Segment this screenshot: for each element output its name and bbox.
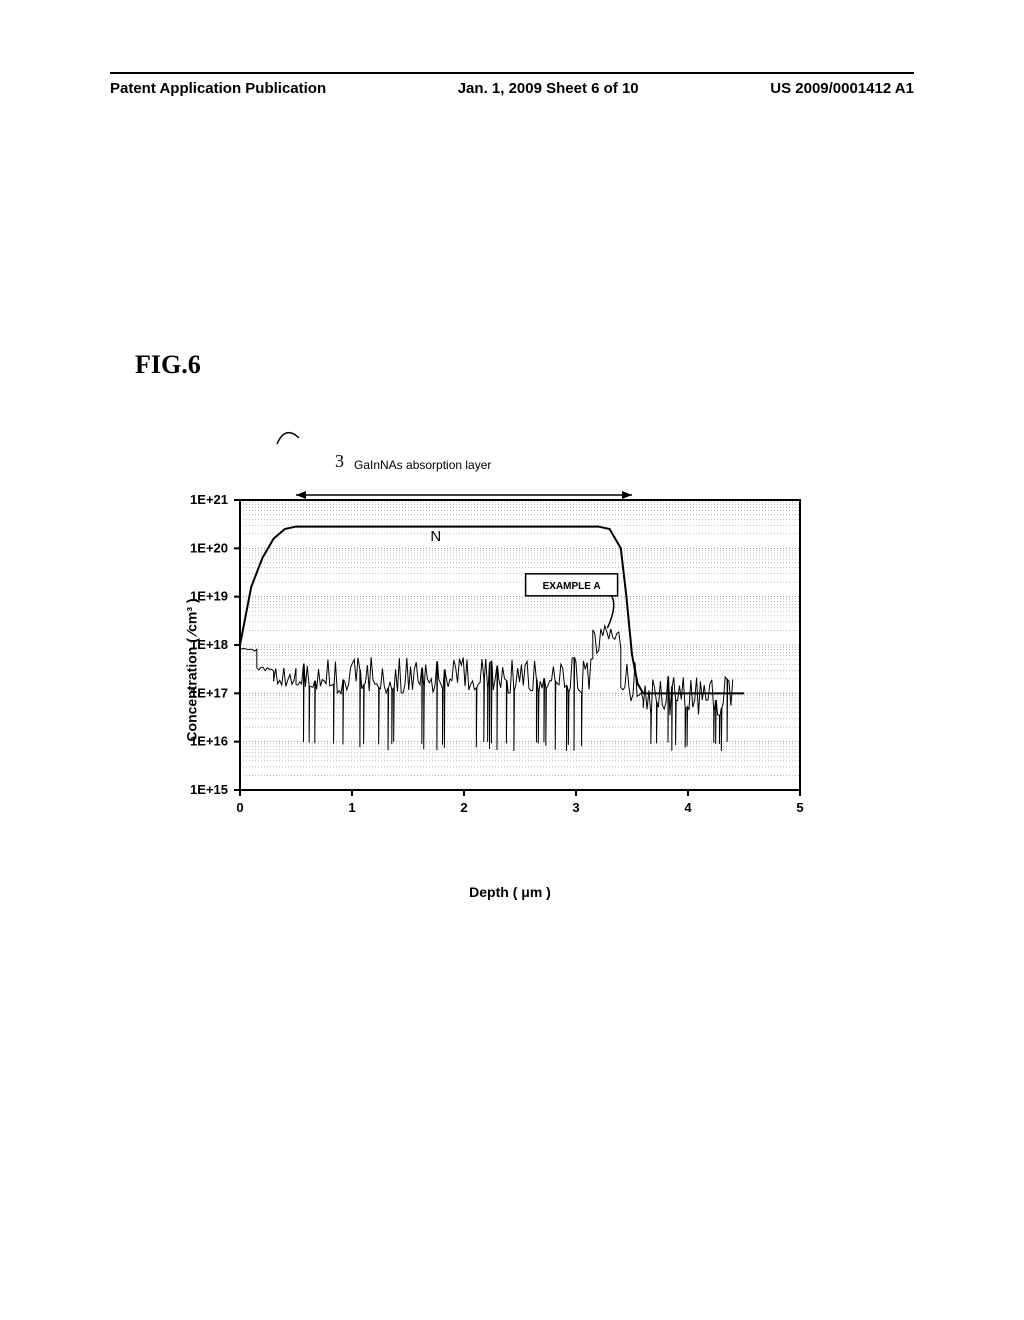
figure-label: FIG.6: [135, 350, 201, 380]
layer-number: 3: [335, 451, 344, 472]
leader-curve-icon: [295, 448, 325, 472]
svg-text:1E+21: 1E+21: [190, 492, 228, 507]
layer-text: GaInNAs absorption layer: [354, 458, 491, 472]
svg-text:N: N: [430, 528, 441, 545]
header-left: Patent Application Publication: [110, 80, 326, 97]
svg-text:EXAMPLE A: EXAMPLE A: [543, 581, 601, 592]
header-center: Jan. 1, 2009 Sheet 6 of 10: [458, 80, 639, 97]
header-right: US 2009/0001412 A1: [770, 80, 914, 97]
svg-text:1E+20: 1E+20: [190, 540, 228, 555]
y-axis-label: Concentration ( ∕cm³ ): [184, 598, 200, 741]
concentration-depth-chart: 3 GaInNAs absorption layer Concentration…: [150, 480, 870, 860]
svg-text:4: 4: [684, 800, 692, 815]
svg-text:1E+15: 1E+15: [190, 782, 228, 797]
svg-text:0: 0: [236, 800, 243, 815]
x-axis-label: Depth ( μm ): [469, 884, 551, 900]
svg-text:1: 1: [348, 800, 355, 815]
svg-text:3: 3: [572, 800, 579, 815]
svg-text:5: 5: [796, 800, 803, 815]
svg-text:2: 2: [460, 800, 467, 815]
layer-annotation: 3 GaInNAs absorption layer: [295, 448, 491, 472]
chart-svg: 1E+151E+161E+171E+181E+191E+201E+2101234…: [150, 480, 830, 830]
